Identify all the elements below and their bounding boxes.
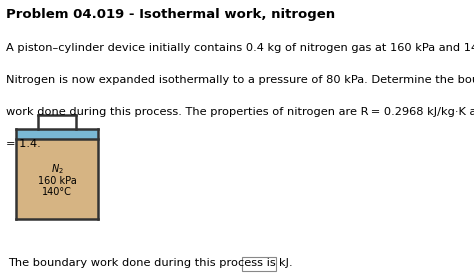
Text: Problem 04.019 - Isothermal work, nitrogen: Problem 04.019 - Isothermal work, nitrog… [6, 8, 335, 21]
Bar [16, 129, 98, 139]
Bar [16, 139, 98, 219]
Text: 140°C: 140°C [42, 187, 72, 197]
Text: 160 kPa: 160 kPa [37, 177, 76, 187]
Text: $N_2$: $N_2$ [51, 163, 64, 176]
Text: work done during this process. The properties of nitrogen are R = 0.2968 kJ/kg·K: work done during this process. The prope… [6, 107, 474, 117]
Text: = 1.4.: = 1.4. [6, 139, 40, 149]
Text: Nitrogen is now expanded isothermally to a pressure of 80 kPa. Determine the bou: Nitrogen is now expanded isothermally to… [6, 75, 474, 85]
Bar [242, 257, 276, 271]
Text: A piston–cylinder device initially contains 0.4 kg of nitrogen gas at 160 kPa an: A piston–cylinder device initially conta… [6, 43, 474, 53]
Text: kJ.: kJ. [279, 258, 292, 268]
Text: The boundary work done during this process is: The boundary work done during this proce… [8, 258, 276, 268]
